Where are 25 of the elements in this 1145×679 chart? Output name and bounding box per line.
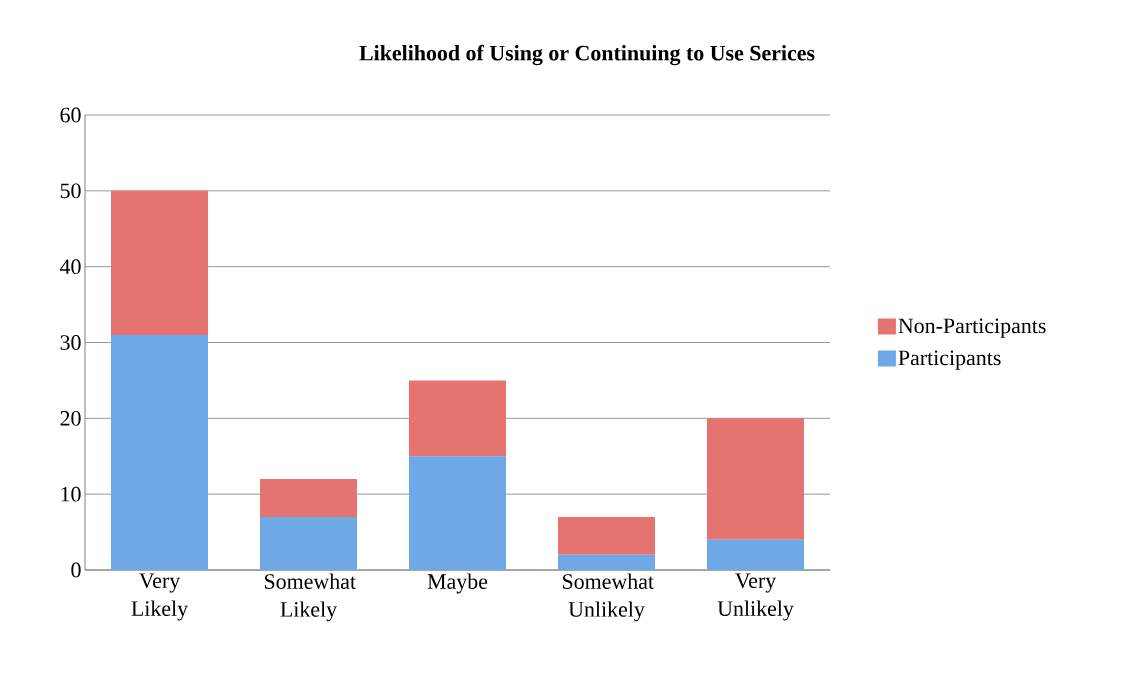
bar	[111, 334, 208, 570]
bar	[409, 380, 506, 457]
bar	[409, 456, 506, 570]
y-tick-label: 20	[60, 410, 81, 426]
y-tick-label: 40	[59, 259, 81, 275]
bar	[707, 418, 804, 540]
y-tick-label: 0	[71, 562, 81, 578]
y-tick-label: 30	[60, 335, 81, 350]
x-tick-label: Very Unlikely	[717, 573, 794, 621]
x-tick-label: Somewhat Unlikely	[562, 573, 654, 622]
x-tick-label: Maybe	[427, 573, 488, 594]
y-tick-label: 60	[60, 107, 81, 123]
x-tick-label: Very Likely	[131, 573, 189, 621]
y-tick-label: 10	[61, 486, 81, 502]
bar	[558, 554, 655, 570]
legend-label: Participants	[898, 350, 1001, 370]
chart-title: Likelihood of Using or Continuing to Use Serices	[359, 44, 815, 66]
bar	[707, 539, 804, 570]
bar	[260, 479, 357, 517]
bar	[558, 516, 655, 555]
x-tick-label: Somewhat Likely	[264, 573, 356, 622]
bar	[260, 516, 357, 570]
y-tick-label: 50	[60, 183, 81, 199]
bar	[111, 190, 208, 335]
legend-label: Non-Participants	[898, 318, 1046, 338]
